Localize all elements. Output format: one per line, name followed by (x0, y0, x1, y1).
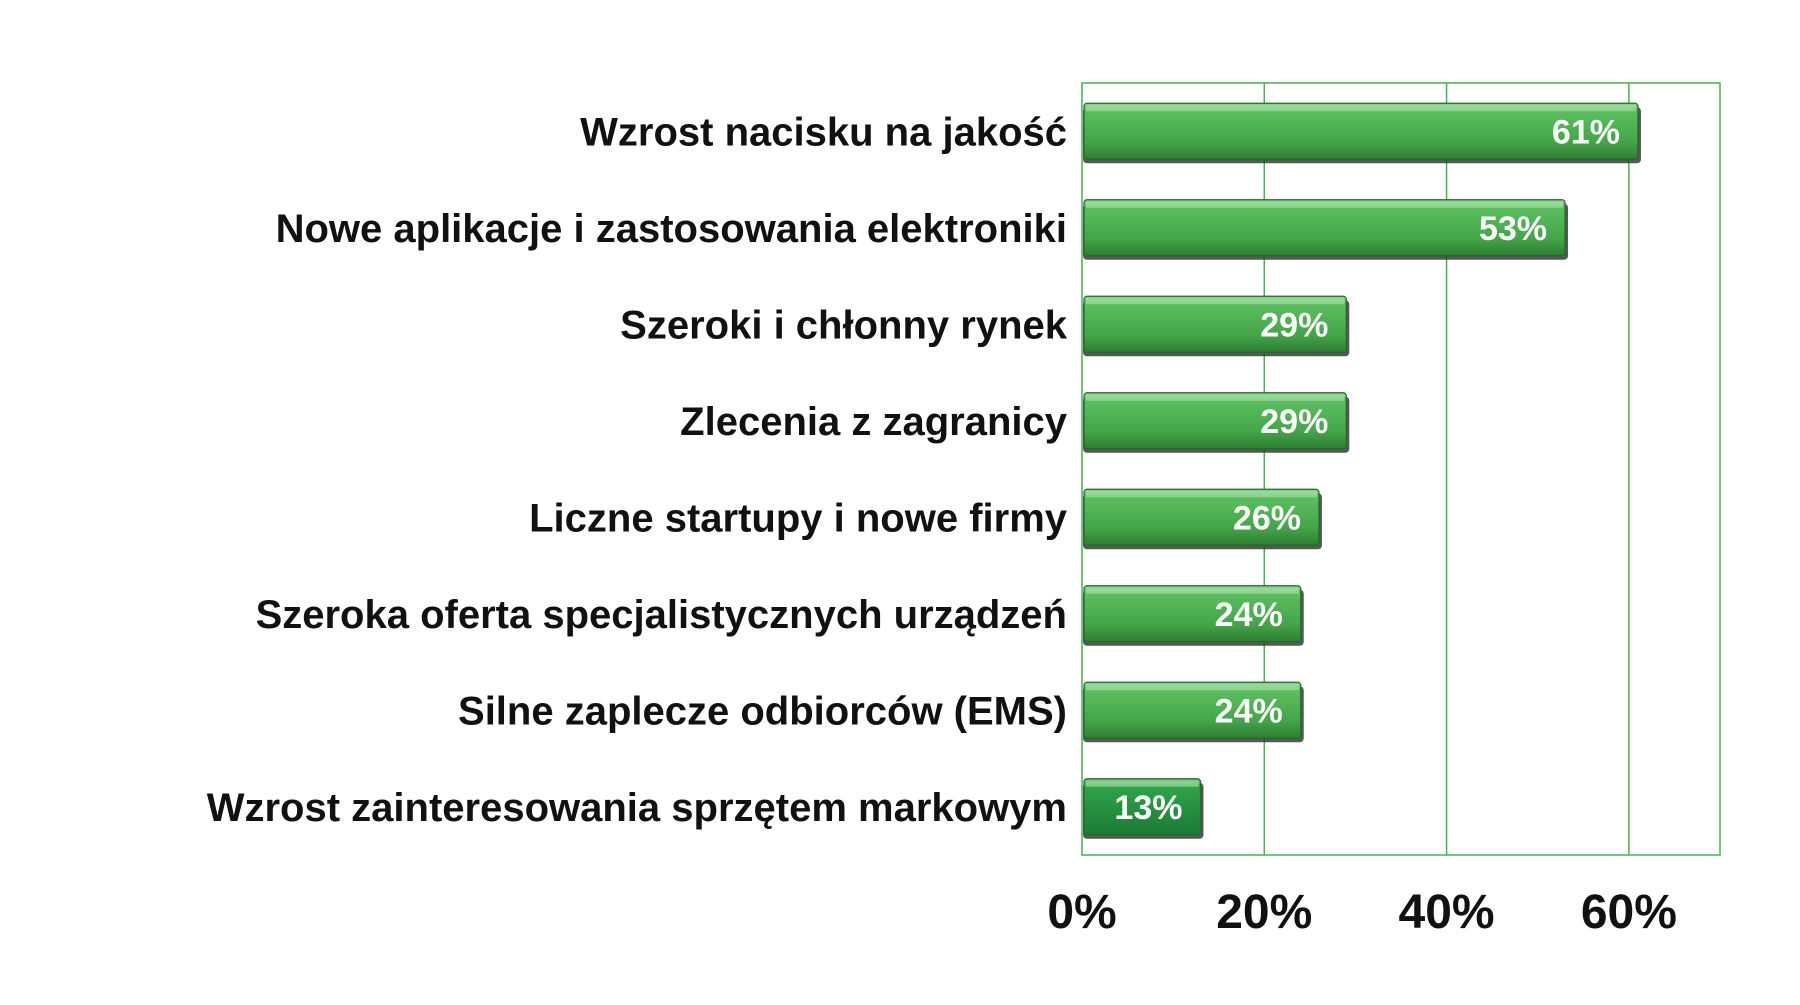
plot-frame (1081, 82, 1721, 856)
bar-2: 53% (1083, 199, 1569, 260)
bar-4: 29% (1083, 392, 1350, 453)
bar-body (1083, 681, 1302, 739)
bar-5: 26% (1083, 488, 1322, 550)
category-label: Wzrost zainteresowania sprzętem markowym (207, 786, 1067, 830)
bar-6: 24% (1083, 585, 1304, 646)
bar-value-label: 24% (1215, 692, 1283, 730)
x-tick-label: 0% (1047, 886, 1116, 939)
category-label: Silne zaplecze odbiorców (EMS) (458, 689, 1067, 733)
bar-highlight (1086, 394, 1345, 401)
category-label: Zlecenia z zagranicy (680, 400, 1068, 444)
bar-value-label: 29% (1260, 403, 1328, 441)
category-label: Liczne startupy i nowe firmy (529, 496, 1068, 540)
bar-7: 24% (1083, 681, 1304, 743)
category-label: Szeroka oferta specjalistycznych urządze… (256, 593, 1067, 637)
bars: 61% 53% 29% 29% 26% 24% 24% 13% (1083, 102, 1641, 839)
bar-highlight (1086, 298, 1345, 305)
bar-body (1083, 778, 1202, 836)
bar-body (1083, 392, 1347, 450)
bar-highlight (1086, 105, 1636, 112)
category-label: Szeroki i chłonny rynek (620, 303, 1068, 347)
bar-body (1083, 295, 1347, 353)
bar-value-label: 26% (1233, 499, 1301, 537)
category-labels: Wzrost nacisku na jakość Nowe aplikacje i… (207, 110, 1068, 830)
bar-body (1083, 199, 1566, 257)
bar-value-label: 13% (1114, 789, 1182, 827)
bar-8: 13% (1083, 778, 1204, 839)
x-tick-label: 60% (1581, 886, 1677, 939)
bar-body (1083, 488, 1320, 546)
bar-highlight (1086, 684, 1299, 691)
x-tick-label: 20% (1216, 886, 1312, 939)
x-axis-tick-labels: 0% 20% 40% 60% (1047, 886, 1677, 939)
bar-value-label: 61% (1552, 113, 1620, 151)
bar-1: 61% (1083, 102, 1641, 164)
bar-value-label: 29% (1260, 306, 1328, 344)
bar-highlight (1086, 491, 1317, 498)
x-tick-label: 40% (1399, 886, 1495, 939)
bar-highlight (1086, 780, 1199, 787)
bar-highlight (1086, 587, 1299, 594)
bar-highlight (1086, 201, 1564, 208)
category-label: Wzrost nacisku na jakość (580, 110, 1067, 154)
bar-3: 29% (1083, 295, 1350, 357)
bar-body (1083, 585, 1302, 643)
category-label: Nowe aplikacje i zastosowania elektronik… (276, 207, 1067, 251)
bar-value-label: 24% (1215, 596, 1283, 634)
bar-body (1083, 102, 1639, 160)
bar-value-label: 53% (1479, 210, 1547, 248)
